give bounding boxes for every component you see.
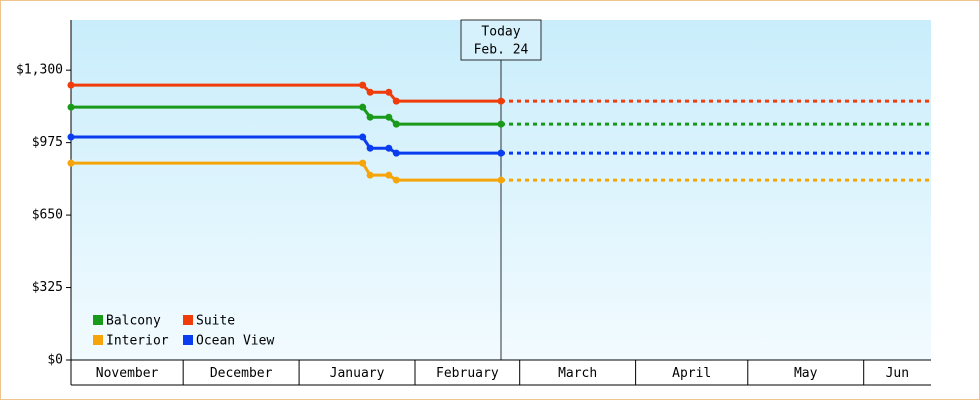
x-tick-label: December [210,366,273,381]
price-point [67,81,75,89]
price-point [497,176,505,184]
price-point [67,103,75,111]
x-tick-label: May [794,366,818,381]
x-tick-label: January [330,366,385,381]
today-date: Feb. 24 [474,43,529,58]
x-tick-label: Jun [886,366,909,381]
price-point [497,149,505,157]
price-point [359,103,367,111]
price-line [71,105,501,126]
x-tick-label: February [436,366,499,381]
price-point [385,88,393,96]
price-point [366,171,374,179]
price-point [385,113,393,121]
today-label: Today [481,25,520,40]
price-point [67,159,75,167]
x-tick-label: April [672,366,711,381]
today-box [460,19,542,61]
y-tick-label: $650 [32,208,63,223]
legend-label: Suite [196,314,235,329]
price-point [366,88,374,96]
legend-label: Interior [106,334,169,349]
legend-label: Balcony [106,314,161,329]
y-tick-label: $1,300 [16,63,63,78]
price-point [392,120,400,128]
price-point [497,120,505,128]
x-tick-label: November [96,366,159,381]
legend-swatch [183,315,193,325]
price-point [392,176,400,184]
legend-swatch [93,315,103,325]
price-point [385,144,393,152]
price-point [67,133,75,141]
y-tick-label: $975 [32,135,63,150]
price-line [71,135,501,155]
price-point [366,144,374,152]
price-line [71,83,501,103]
legend-label: Ocean View [196,334,274,349]
price-point [359,81,367,89]
y-tick-label: $0 [47,353,63,368]
price-point [366,113,374,121]
price-point [385,171,393,179]
legend-swatch [93,335,103,345]
y-tick-label: $325 [32,280,63,295]
price-point [359,133,367,141]
price-point [392,149,400,157]
legend-swatch [183,335,193,345]
price-point [497,97,505,105]
price-point [359,159,367,167]
price-line [71,161,501,182]
x-tick-label: March [558,366,597,381]
price-point [392,97,400,105]
